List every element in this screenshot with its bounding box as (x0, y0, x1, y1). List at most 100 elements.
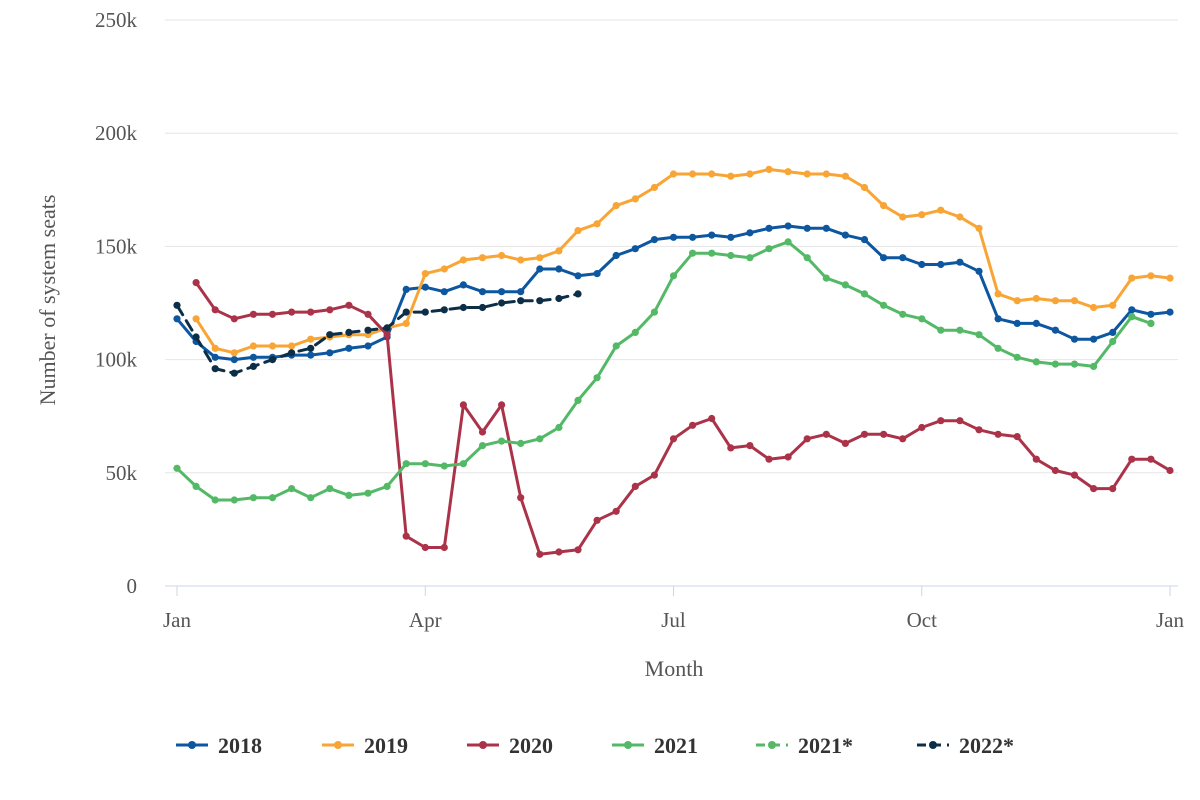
data-point[interactable] (1051, 360, 1059, 368)
data-point[interactable] (727, 444, 735, 452)
data-point[interactable] (689, 170, 697, 178)
data-point[interactable] (1013, 297, 1021, 305)
data-point[interactable] (211, 353, 219, 361)
data-point[interactable] (364, 489, 372, 497)
data-point[interactable] (1013, 433, 1021, 441)
data-point[interactable] (421, 308, 429, 316)
legend-item-2018[interactable]: 2018 (176, 733, 262, 758)
data-point[interactable] (230, 369, 238, 377)
data-point[interactable] (880, 254, 888, 262)
data-point[interactable] (555, 548, 563, 556)
data-point[interactable] (249, 494, 257, 502)
data-point[interactable] (918, 260, 926, 269)
data-point[interactable] (402, 460, 410, 468)
data-point[interactable] (211, 306, 219, 314)
data-point[interactable] (841, 281, 850, 289)
data-point[interactable] (1147, 272, 1155, 280)
data-point[interactable] (288, 342, 296, 350)
data-point[interactable] (536, 550, 544, 558)
data-point[interactable] (899, 213, 907, 221)
data-point[interactable] (994, 344, 1002, 352)
data-point[interactable] (192, 279, 200, 287)
data-point[interactable] (517, 297, 525, 305)
data-point[interactable] (307, 335, 315, 343)
data-point[interactable] (899, 310, 907, 318)
data-point[interactable] (1090, 362, 1098, 370)
data-point[interactable] (746, 229, 754, 237)
data-point[interactable] (994, 290, 1002, 298)
data-point[interactable] (765, 165, 773, 173)
data-point[interactable] (478, 303, 487, 312)
legend-item-2020[interactable]: 2020 (467, 733, 553, 758)
data-point[interactable] (498, 288, 506, 296)
data-point[interactable] (593, 374, 601, 382)
data-point[interactable] (268, 310, 277, 318)
data-point[interactable] (288, 308, 296, 316)
data-point[interactable] (765, 224, 773, 232)
data-point[interactable] (822, 224, 830, 232)
data-point[interactable] (288, 485, 296, 493)
data-point[interactable] (727, 172, 735, 180)
data-point[interactable] (173, 301, 181, 309)
data-point[interactable] (669, 435, 678, 443)
data-point[interactable] (708, 249, 716, 257)
data-point[interactable] (440, 543, 448, 552)
data-point[interactable] (975, 267, 983, 275)
data-point[interactable] (765, 245, 773, 253)
data-point[interactable] (1128, 274, 1136, 282)
data-point[interactable] (956, 213, 964, 221)
data-point[interactable] (326, 306, 334, 314)
data-point[interactable] (498, 251, 506, 260)
data-point[interactable] (268, 494, 277, 502)
data-point[interactable] (937, 417, 945, 425)
data-point[interactable] (650, 308, 659, 316)
data-point[interactable] (689, 249, 697, 257)
data-point[interactable] (345, 328, 353, 336)
data-point[interactable] (956, 326, 964, 334)
data-point[interactable] (1032, 319, 1040, 327)
data-point[interactable] (1166, 308, 1174, 316)
data-point[interactable] (498, 299, 506, 307)
data-point[interactable] (498, 437, 506, 445)
data-point[interactable] (650, 236, 659, 244)
data-point[interactable] (574, 227, 582, 235)
data-point[interactable] (1109, 337, 1117, 346)
data-point[interactable] (249, 310, 257, 318)
data-point[interactable] (288, 349, 296, 357)
data-point[interactable] (459, 460, 467, 468)
data-point[interactable] (631, 245, 639, 253)
data-point[interactable] (517, 494, 525, 502)
data-point[interactable] (536, 297, 544, 305)
data-point[interactable] (1166, 466, 1174, 475)
data-point[interactable] (307, 308, 315, 316)
data-point[interactable] (822, 274, 830, 282)
data-point[interactable] (574, 396, 582, 404)
data-point[interactable] (784, 238, 792, 246)
data-point[interactable] (880, 202, 888, 210)
data-point[interactable] (1109, 485, 1117, 493)
data-point[interactable] (841, 439, 850, 447)
data-point[interactable] (268, 356, 277, 364)
data-point[interactable] (803, 170, 811, 178)
legend-item-2021-star[interactable]: 2021* (756, 733, 853, 758)
data-point[interactable] (421, 460, 429, 468)
data-point[interactable] (421, 543, 429, 552)
data-point[interactable] (727, 251, 735, 260)
data-point[interactable] (1166, 274, 1174, 282)
data-point[interactable] (345, 491, 353, 499)
data-point[interactable] (650, 183, 659, 192)
data-point[interactable] (211, 344, 219, 352)
data-point[interactable] (555, 294, 563, 303)
data-point[interactable] (402, 308, 410, 316)
data-point[interactable] (421, 283, 429, 291)
data-point[interactable] (517, 256, 525, 264)
data-point[interactable] (364, 310, 372, 318)
data-point[interactable] (1051, 466, 1059, 475)
data-point[interactable] (459, 256, 467, 264)
data-point[interactable] (230, 356, 238, 364)
data-point[interactable] (192, 333, 200, 341)
data-point[interactable] (860, 430, 869, 438)
data-point[interactable] (536, 254, 544, 262)
data-point[interactable] (211, 365, 219, 373)
data-point[interactable] (326, 349, 334, 357)
